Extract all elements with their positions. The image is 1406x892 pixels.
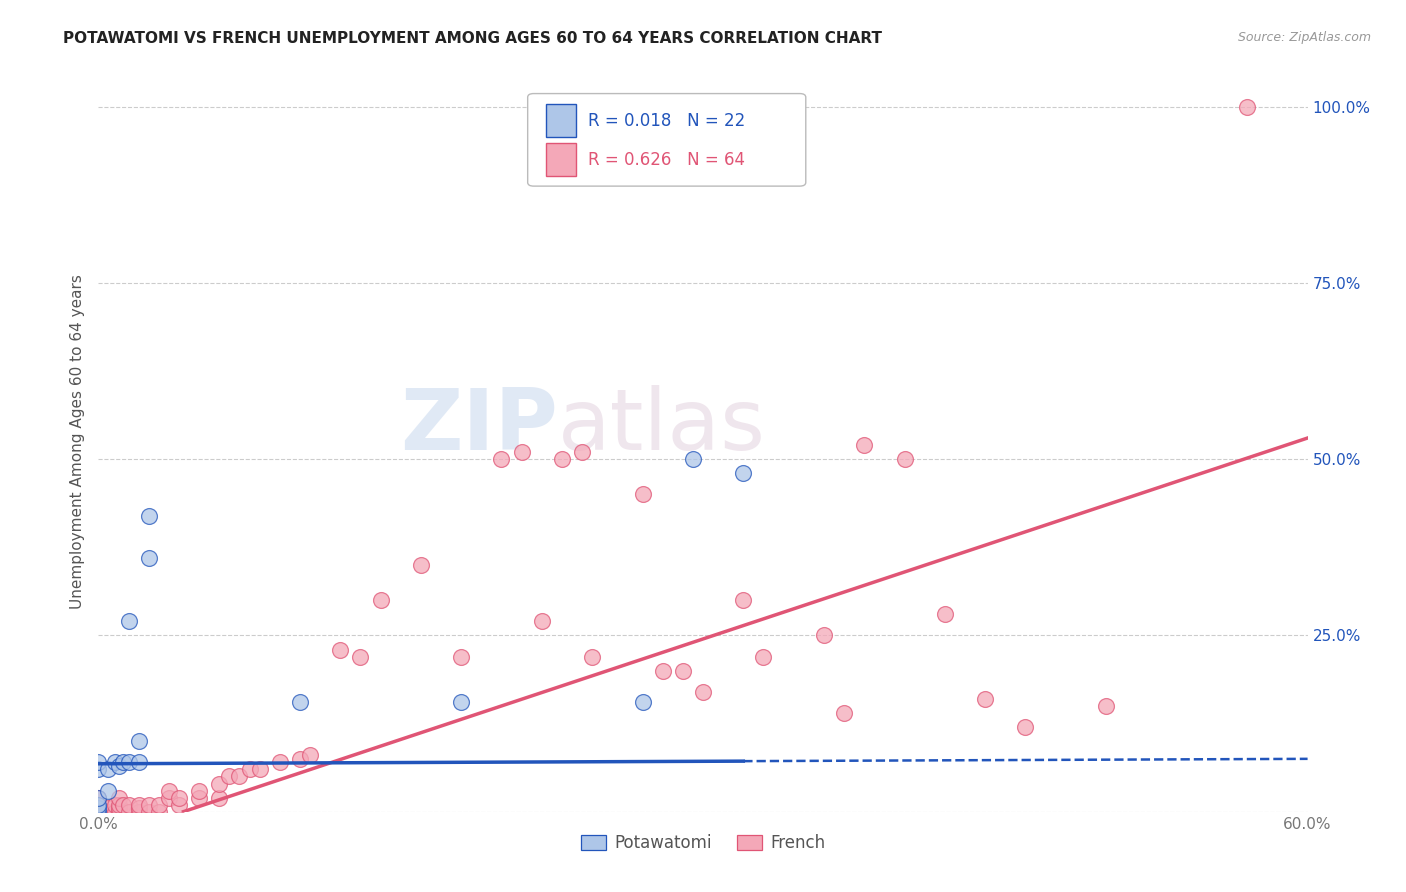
Point	[288, 695, 311, 709]
Point	[752, 649, 775, 664]
Point	[97, 763, 120, 777]
Point	[934, 607, 956, 622]
Point	[853, 438, 876, 452]
Point	[1095, 698, 1118, 713]
Point	[87, 805, 110, 819]
Text: R = 0.018   N = 22: R = 0.018 N = 22	[588, 112, 745, 130]
Text: R = 0.626   N = 64: R = 0.626 N = 64	[588, 152, 745, 169]
Point	[128, 734, 150, 748]
Point	[370, 593, 392, 607]
Point	[128, 756, 150, 770]
Legend: Potawatomi, French: Potawatomi, French	[574, 828, 832, 859]
Point	[288, 752, 311, 766]
Point	[97, 801, 120, 815]
Point	[103, 756, 125, 770]
Point	[530, 615, 553, 629]
Point	[87, 790, 110, 805]
Point	[157, 783, 180, 797]
Point	[329, 642, 352, 657]
Point	[138, 797, 160, 812]
Point	[107, 797, 129, 812]
Point	[974, 692, 997, 706]
Point	[832, 706, 855, 720]
Point	[450, 695, 472, 709]
Point	[208, 790, 231, 805]
Point	[167, 790, 190, 805]
FancyBboxPatch shape	[527, 94, 806, 186]
Point	[188, 783, 211, 797]
Text: POTAWATOMI VS FRENCH UNEMPLOYMENT AMONG AGES 60 TO 64 YEARS CORRELATION CHART: POTAWATOMI VS FRENCH UNEMPLOYMENT AMONG …	[63, 31, 883, 46]
Point	[450, 649, 472, 664]
Point	[128, 797, 150, 812]
Point	[631, 487, 654, 501]
Point	[87, 805, 110, 819]
Point	[87, 805, 110, 819]
Point	[167, 797, 190, 812]
Point	[672, 664, 695, 678]
Point	[148, 797, 170, 812]
Point	[118, 615, 141, 629]
Point	[228, 769, 250, 783]
Point	[651, 664, 673, 678]
Point	[893, 452, 915, 467]
Point	[581, 649, 603, 664]
Point	[97, 805, 120, 819]
Point	[733, 593, 755, 607]
Point	[128, 805, 150, 819]
Point	[571, 445, 593, 459]
Point	[87, 756, 110, 770]
Point	[1014, 720, 1036, 734]
Point	[239, 763, 262, 777]
Point	[118, 797, 141, 812]
Point	[87, 790, 110, 805]
Point	[510, 445, 533, 459]
Point	[631, 695, 654, 709]
Point	[491, 452, 513, 467]
Point	[218, 769, 240, 783]
Point	[87, 763, 110, 777]
FancyBboxPatch shape	[546, 104, 576, 137]
Text: ZIP: ZIP	[401, 385, 558, 468]
Y-axis label: Unemployment Among Ages 60 to 64 years: Unemployment Among Ages 60 to 64 years	[69, 274, 84, 609]
Point	[87, 801, 110, 815]
Point	[87, 797, 110, 812]
Point	[138, 508, 160, 523]
Point	[128, 801, 150, 815]
Point	[188, 790, 211, 805]
Point	[103, 805, 125, 819]
Point	[107, 801, 129, 815]
Point	[208, 776, 231, 790]
Point	[103, 797, 125, 812]
Point	[409, 558, 432, 572]
Point	[349, 649, 371, 664]
Text: atlas: atlas	[558, 385, 766, 468]
Point	[87, 797, 110, 812]
Point	[682, 452, 704, 467]
Point	[733, 467, 755, 481]
Text: Source: ZipAtlas.com: Source: ZipAtlas.com	[1237, 31, 1371, 45]
Point	[148, 805, 170, 819]
Point	[111, 797, 134, 812]
Point	[269, 756, 291, 770]
Point	[138, 805, 160, 819]
Point	[87, 801, 110, 815]
FancyBboxPatch shape	[546, 144, 576, 177]
Point	[551, 452, 574, 467]
Point	[692, 685, 714, 699]
Point	[118, 756, 141, 770]
Point	[107, 790, 129, 805]
Point	[97, 783, 120, 797]
Point	[118, 805, 141, 819]
Point	[299, 748, 322, 763]
Point	[138, 550, 160, 565]
Point	[813, 628, 835, 642]
Point	[249, 763, 271, 777]
Point	[157, 790, 180, 805]
Point	[1236, 100, 1258, 114]
Point	[107, 805, 129, 819]
Point	[107, 759, 129, 773]
Point	[111, 756, 134, 770]
